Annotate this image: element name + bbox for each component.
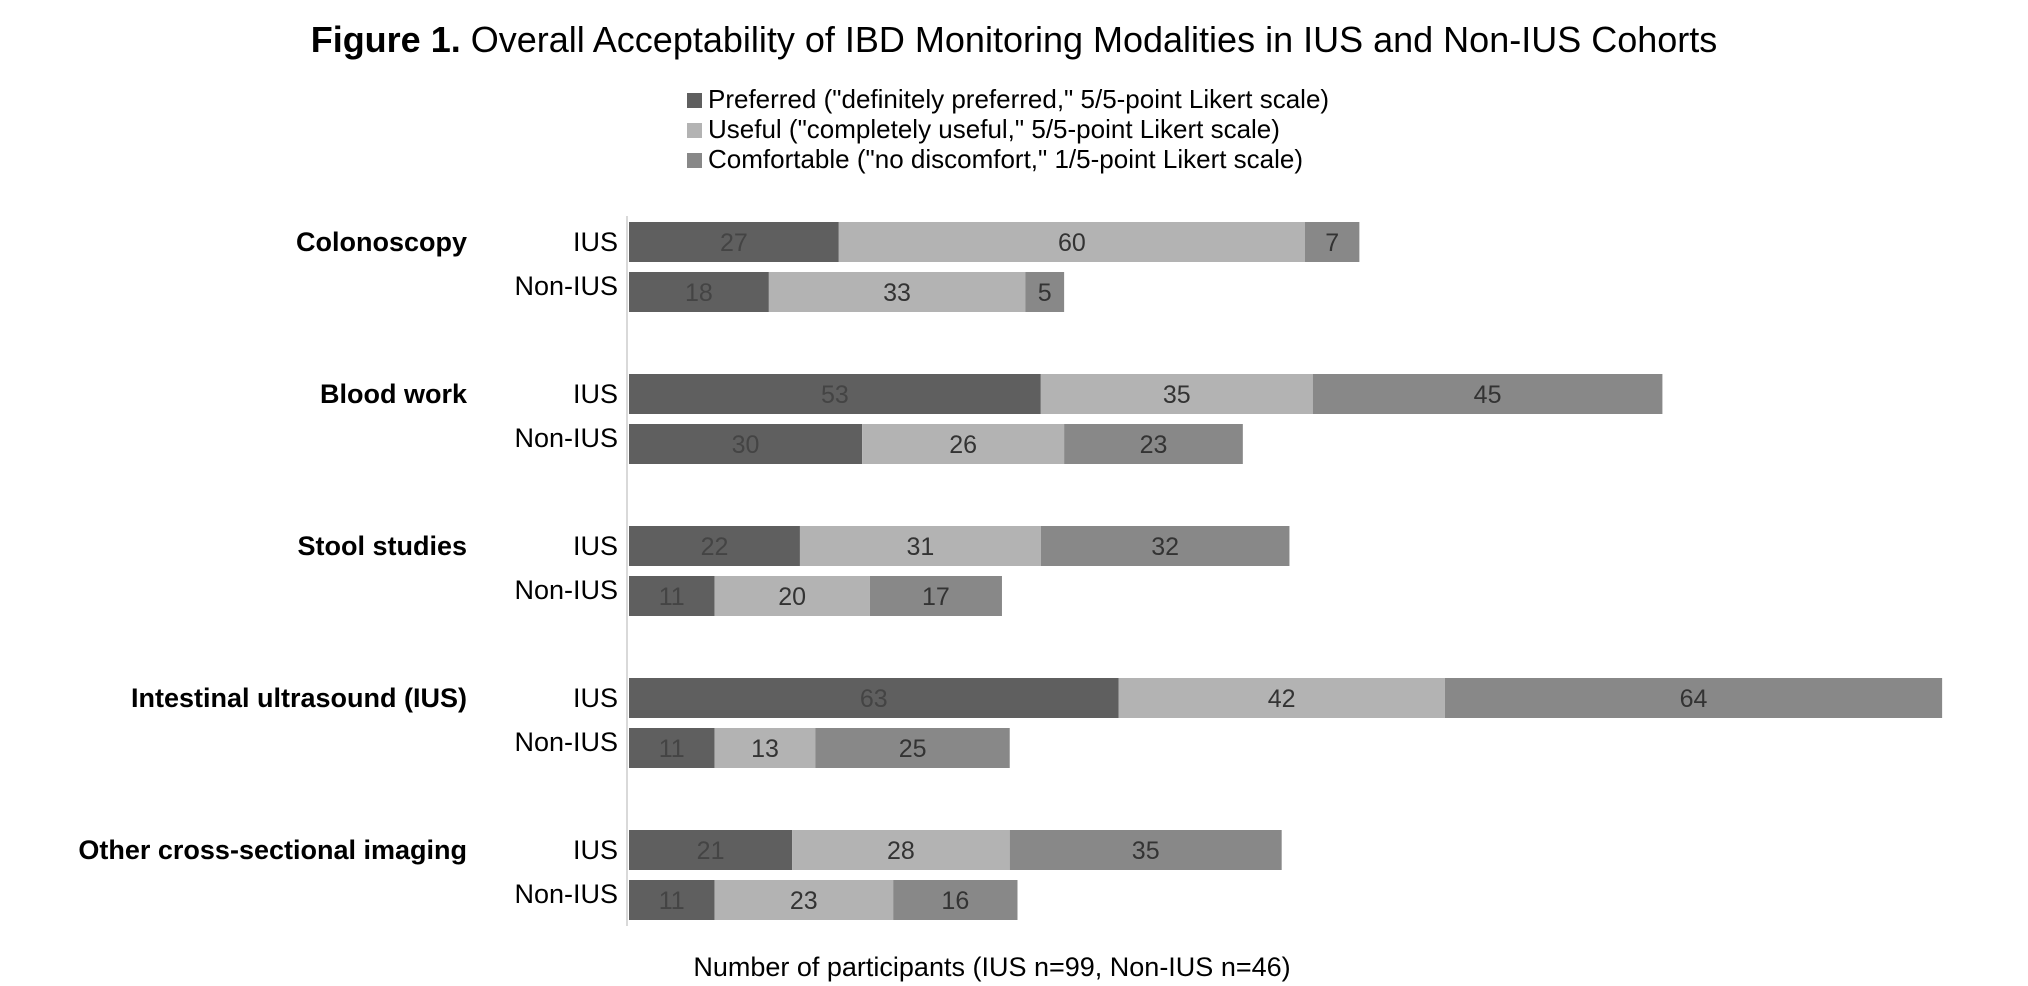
data-label-5-non-ius-s2: 23 [790,887,818,915]
cohort-label-5-1: IUS [573,835,618,865]
data-label-5-non-ius-s3: 16 [941,887,969,915]
data-label-4-ius-s1: 63 [860,685,888,713]
group-label-2: Blood work [320,379,468,409]
legend-swatch-1 [687,93,702,108]
cohort-label-1-1: IUS [573,227,618,257]
legend-label-2: Useful ("completely useful," 5/5-point L… [708,114,1280,144]
bar-1-non-ius-s1 [629,272,769,312]
group-label-5: Other cross-sectional imaging [78,835,467,865]
bar-5-non-ius-s3 [893,880,1018,920]
data-label-5-non-ius-s1: 11 [659,887,685,915]
cohort-label-3-2: Non-IUS [514,575,618,605]
bar-2-non-ius-s1 [629,424,863,464]
bar-1-non-ius-s3 [1025,272,1065,312]
legend-swatch-2 [687,123,702,138]
data-label-5-ius-s3: 35 [1132,837,1160,865]
data-label-1-ius-s2: 60 [1058,229,1086,257]
data-label-2-ius-s2: 35 [1163,381,1191,409]
data-label-1-non-ius-s1: 18 [685,279,713,307]
data-label-5-ius-s2: 28 [887,837,915,865]
bar-3-ius-s1 [629,526,800,566]
data-label-3-ius-s1: 22 [701,533,729,561]
bar-5-ius-s3 [1009,830,1282,870]
legend-label-3: Comfortable ("no discomfort," 1/5-point … [708,144,1303,174]
bar-1-ius-s3 [1304,222,1360,262]
data-label-5-ius-s1: 21 [697,837,725,865]
group-label-1: Colonoscopy [296,227,467,257]
legend: Preferred ("definitely preferred," 5/5-p… [687,84,1329,174]
data-label-4-ius-s3: 64 [1680,685,1708,713]
data-label-3-non-ius-s2: 20 [778,583,806,611]
cohort-label-1-2: Non-IUS [514,271,618,301]
bar-1-non-ius-s2 [768,272,1026,312]
data-label-3-non-ius-s1: 11 [659,583,685,611]
bar-2-ius-s2 [1040,374,1313,414]
bar-2-non-ius-s3 [1064,424,1243,464]
bar-3-non-ius-s2 [714,576,870,616]
cohort-label-4-2: Non-IUS [514,727,618,757]
legend-swatch-3 [687,153,702,168]
data-label-2-ius-s3: 45 [1474,381,1502,409]
legend-label-1: Preferred ("definitely preferred," 5/5-p… [708,84,1329,114]
bar-3-ius-s3 [1040,526,1290,566]
bar-1-ius-s1 [629,222,839,262]
bar-4-ius-s3 [1444,678,1943,718]
bar-5-ius-s1 [629,830,793,870]
bar-4-non-ius-s1 [629,728,715,768]
data-label-4-non-ius-s2: 13 [751,735,779,763]
cohort-label-2-2: Non-IUS [514,423,618,453]
data-label-3-ius-s3: 32 [1151,533,1179,561]
data-label-4-non-ius-s3: 25 [899,735,927,763]
cohort-label-3-1: IUS [573,531,618,561]
bar-2-ius-s3 [1312,374,1663,414]
chart-title-prefix: Figure 1. [311,19,461,60]
data-label-1-non-ius-s2: 33 [883,279,911,307]
data-label-2-non-ius-s2: 26 [949,431,977,459]
data-label-2-non-ius-s1: 30 [732,431,760,459]
cohort-label-2-1: IUS [573,379,618,409]
data-label-4-non-ius-s1: 11 [659,735,685,763]
data-label-3-non-ius-s3: 17 [922,583,950,611]
data-label-1-ius-s3: 7 [1325,229,1339,257]
data-label-4-ius-s2: 42 [1268,685,1296,713]
group-label-4: Intestinal ultrasound (IUS) [131,683,467,713]
bar-2-non-ius-s2 [862,424,1065,464]
bar-1-ius-s2 [838,222,1305,262]
data-label-3-ius-s2: 31 [906,533,934,561]
group-label-3: Stool studies [297,531,467,561]
chart-title: Figure 1. Overall Acceptability of IBD Mo… [311,19,1718,60]
data-label-2-ius-s1: 53 [821,381,849,409]
bar-4-ius-s1 [629,678,1119,718]
bar-4-non-ius-s2 [714,728,816,768]
bar-4-ius-s2 [1118,678,1445,718]
cohort-label-5-2: Non-IUS [514,879,618,909]
bar-3-non-ius-s3 [869,576,1002,616]
cohort-label-4-1: IUS [573,683,618,713]
bar-3-ius-s2 [799,526,1041,566]
bar-2-ius-s1 [629,374,1041,414]
data-label-1-non-ius-s3: 5 [1038,279,1052,307]
bars: Colonoscopy IUS 27 60 7 Non-IUS 18 33 5 Blood wor… [78,222,1943,920]
bar-5-ius-s2 [792,830,1010,870]
chart-title-text: Overall Acceptability of IBD Monitoring … [471,19,1718,60]
data-label-2-non-ius-s3: 23 [1140,431,1168,459]
bar-5-non-ius-s1 [629,880,715,920]
bar-3-non-ius-s1 [629,576,715,616]
data-label-1-ius-s1: 27 [720,229,748,257]
x-axis-label: Number of participants (IUS n=99, Non-IU… [693,952,1290,982]
bar-5-non-ius-s2 [714,880,894,920]
bar-4-non-ius-s3 [815,728,1010,768]
